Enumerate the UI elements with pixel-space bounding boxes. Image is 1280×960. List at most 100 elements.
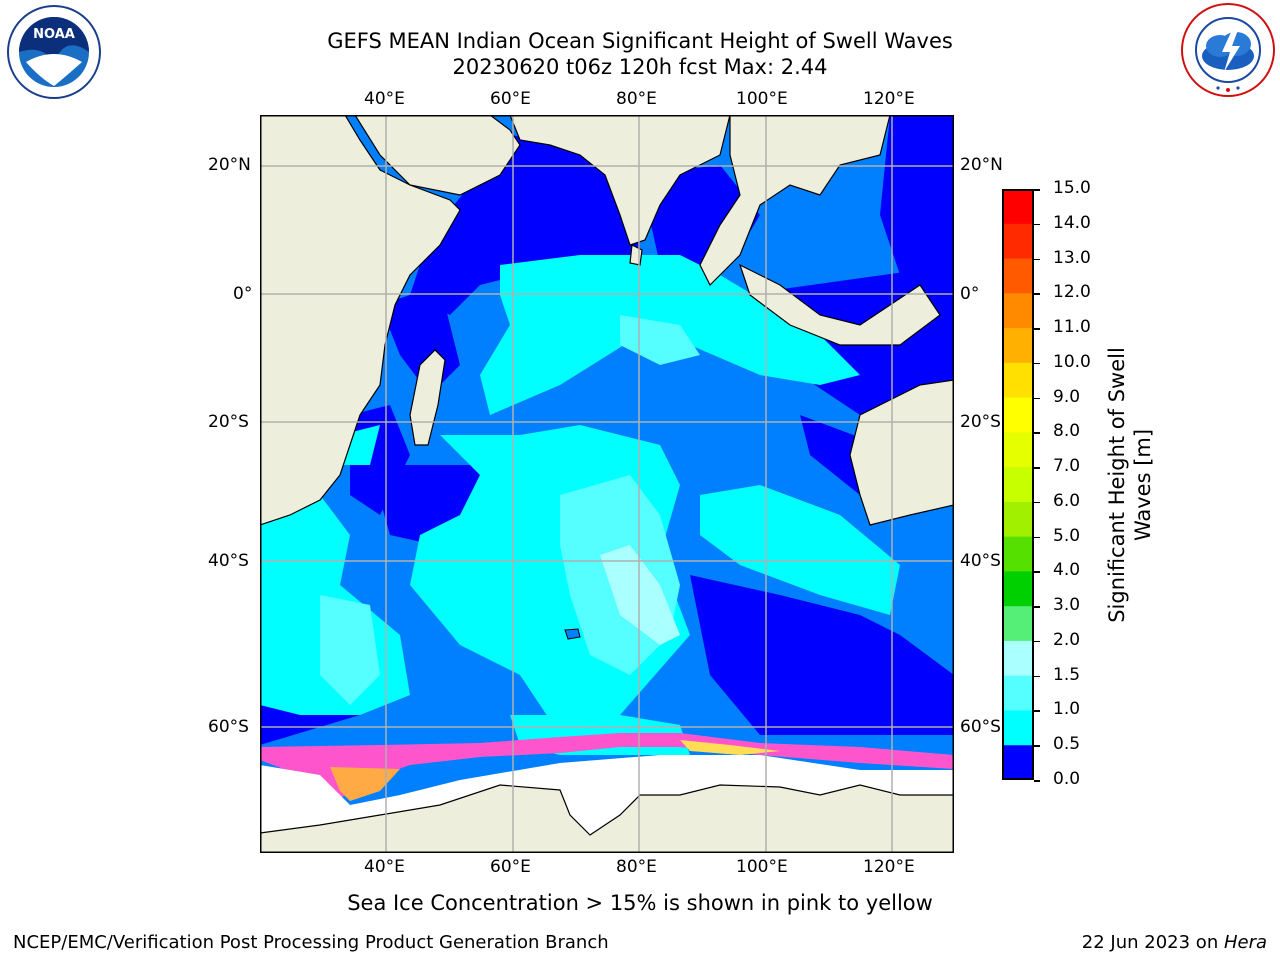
colorbar-tick-label: 2.0 [1053, 629, 1081, 650]
colorbar-tick-mark [1034, 432, 1040, 434]
colorbar-swatch [1002, 536, 1034, 572]
colorbar-tick-mark [1034, 780, 1040, 782]
colorbar [1002, 189, 1034, 781]
colorbar-tick-label: 0.5 [1053, 734, 1081, 755]
colorbar-tick-label: 4.0 [1053, 560, 1081, 581]
colorbar-swatch [1002, 432, 1034, 468]
colorbar-tick-label: 11.0 [1053, 317, 1091, 338]
lat-label-right-0: 0° [960, 284, 980, 304]
india-land [509, 115, 731, 246]
colorbar-tick-label: 5.0 [1053, 525, 1081, 546]
colorbar-tick-mark [1034, 467, 1040, 469]
colorbar-tick-mark [1034, 328, 1040, 330]
lat-label-right-20n: 20°N [960, 155, 1003, 175]
colorbar-tick-label: 6.0 [1053, 490, 1081, 511]
colorbar-tick-mark [1034, 536, 1040, 539]
lon-label-bottom-100e: 100°E [736, 857, 788, 877]
colorbar-swatch [1002, 745, 1034, 781]
footer-date: 22 Jun 2023 on Hera [1082, 932, 1267, 953]
colorbar-swatch [1002, 258, 1034, 294]
colorbar-tick-label: 10.0 [1053, 351, 1091, 372]
map-title: GEFS MEAN Indian Ocean Significant Heigh… [327, 29, 953, 53]
swell-map [260, 115, 954, 853]
lon-label-top-40e: 40°E [364, 89, 405, 109]
colorbar-tick-mark [1034, 189, 1040, 191]
noaa-logo-text: NOAA [33, 27, 75, 42]
colorbar-frame [1002, 189, 1034, 780]
colorbar-tick-mark [1034, 258, 1040, 261]
map-frame [260, 115, 954, 853]
colorbar-label-line2: Waves [m] [1131, 428, 1155, 542]
colorbar-swatch [1002, 501, 1034, 538]
map-subtitle: 20230620 t06z 120h fcst Max: 2.44 [452, 55, 828, 79]
nws-logo [1178, 0, 1278, 100]
colorbar-tick-label: 7.0 [1053, 456, 1081, 477]
colorbar-tick-label: 14.0 [1053, 212, 1091, 233]
lon-label-top-100e: 100°E [736, 89, 788, 109]
colorbar-tick-label: 1.0 [1053, 699, 1081, 720]
sea-ice-caption: Sea Ice Concentration > 15% is shown in … [347, 891, 933, 915]
colorbar-swatch [1002, 223, 1034, 260]
kerguelen-island [564, 628, 581, 640]
lat-label-left-60s: 60°S [208, 717, 249, 737]
colorbar-swatch [1002, 467, 1034, 503]
colorbar-tick-mark [1034, 397, 1040, 400]
map-panel [260, 115, 954, 853]
colorbar-swatch [1002, 675, 1034, 711]
colorbar-swatch [1002, 293, 1034, 329]
colorbar-swatch [1002, 397, 1034, 433]
colorbar-swatch [1002, 640, 1034, 677]
arabia-land [354, 115, 521, 196]
lon-label-bottom-40e: 40°E [364, 857, 405, 877]
lat-label-left-20s: 20°S [208, 412, 249, 432]
lon-label-bottom-80e: 80°E [616, 857, 657, 877]
lon-label-top-120e: 120°E [863, 89, 915, 109]
colorbar-tick-mark [1034, 293, 1040, 295]
colorbar-swatch [1002, 189, 1034, 225]
footer-date-text: 22 Jun 2023 on [1081, 932, 1224, 953]
lon-label-top-60e: 60°E [490, 89, 531, 109]
sea-ice-band [260, 733, 954, 801]
colorbar-tick-label: 1.5 [1053, 664, 1081, 685]
southeast-asia-land [699, 115, 891, 287]
colorbar-tick-mark [1034, 640, 1040, 643]
noaa-logo: NOAA [4, 4, 104, 100]
lon-label-bottom-60e: 60°E [490, 857, 531, 877]
colorbar-tick-label: 13.0 [1053, 247, 1091, 268]
swell-2.0-3.0-regions [600, 545, 680, 645]
colorbar-tick-mark [1034, 362, 1040, 365]
antarctica-land [260, 784, 954, 853]
colorbar-swatch [1002, 362, 1034, 399]
colorbar-swatch [1002, 328, 1034, 364]
colorbar-tick-label: 9.0 [1053, 386, 1081, 407]
lat-label-left-40s: 40°S [208, 551, 249, 571]
colorbar-tick-mark [1034, 606, 1040, 608]
colorbar-tick-mark [1034, 501, 1040, 504]
colorbar-swatch [1002, 606, 1034, 642]
lat-label-right-20s: 20°S [960, 412, 1001, 432]
colorbar-tick-mark [1034, 745, 1040, 747]
colorbar-tick-mark [1034, 710, 1040, 712]
colorbar-tick-label: 12.0 [1053, 282, 1091, 303]
indonesia-land [738, 263, 941, 346]
colorbar-tick-mark [1034, 223, 1040, 226]
lat-label-right-60s: 60°S [960, 717, 1001, 737]
colorbar-label-line1: Significant Height of Swell [1105, 347, 1129, 623]
colorbar-tick-label: 15.0 [1053, 178, 1091, 198]
footer-credit: NCEP/EMC/Verification Post Processing Pr… [13, 932, 609, 953]
colorbar-tick-label: 3.0 [1053, 595, 1081, 616]
footer-host: Hera [1223, 932, 1267, 953]
colorbar-tick-label: 0.0 [1053, 769, 1081, 789]
graticule [260, 115, 954, 853]
lat-label-right-40s: 40°S [960, 551, 1001, 571]
lat-label-left-0: 0° [233, 284, 253, 304]
colorbar-tick-mark [1034, 571, 1040, 573]
lon-label-bottom-120e: 120°E [863, 857, 915, 877]
australia-land [849, 379, 954, 526]
colorbar-swatch [1002, 571, 1034, 607]
colorbar-tick-label: 8.0 [1053, 421, 1081, 442]
colorbar-swatches [1002, 189, 1034, 781]
lat-label-left-20n: 20°N [208, 155, 251, 175]
colorbar-tick-mark [1034, 675, 1040, 678]
colorbar-swatch [1002, 710, 1034, 746]
